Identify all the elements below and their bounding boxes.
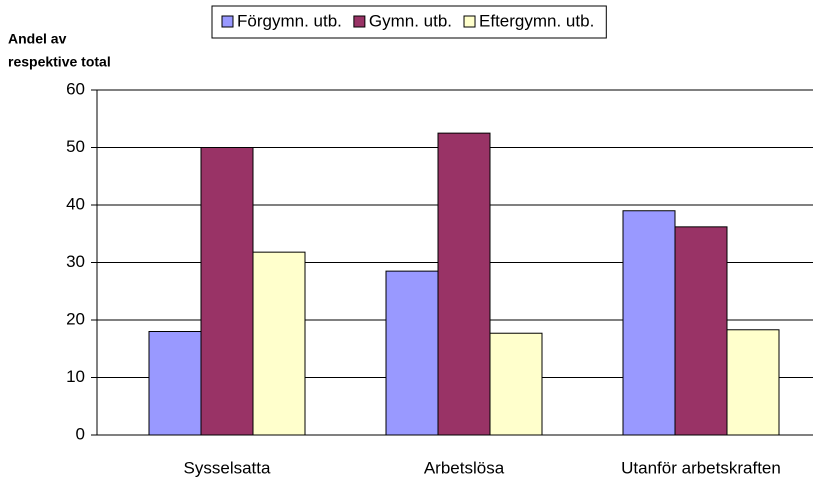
y-tick-label: 50: [66, 137, 85, 156]
x-tick-label: Utanför arbetskraften: [621, 458, 781, 477]
legend-label: Förgymn. utb.: [237, 11, 342, 30]
bar: [726, 329, 780, 436]
y-tick-label: 20: [66, 309, 85, 328]
bar: [148, 331, 202, 436]
y-tick-label: 60: [66, 79, 85, 98]
y-tick-label: 0: [76, 424, 85, 443]
y-tick-label: 10: [66, 367, 85, 386]
y-axis-label: respektive total: [8, 54, 111, 70]
legend-swatch: [463, 15, 476, 28]
x-tick-label: Sysselsatta: [184, 458, 271, 477]
legend-swatch: [353, 15, 366, 28]
bar: [489, 332, 543, 436]
bar: [622, 210, 676, 436]
y-tick-label: 30: [66, 252, 85, 271]
y-tick-label: 40: [66, 194, 85, 213]
bar: [252, 251, 306, 436]
bar: [200, 147, 254, 436]
bar: [437, 132, 491, 436]
legend-swatch: [221, 15, 234, 28]
legend-label: Eftergymn. utb.: [479, 11, 594, 30]
bar: [674, 226, 728, 436]
legend-box: [211, 5, 607, 39]
x-tick-label: Arbetslösa: [424, 458, 505, 477]
legend-label: Gymn. utb.: [369, 11, 452, 30]
y-axis-label: Andel av: [8, 31, 67, 47]
bar: [385, 270, 439, 436]
